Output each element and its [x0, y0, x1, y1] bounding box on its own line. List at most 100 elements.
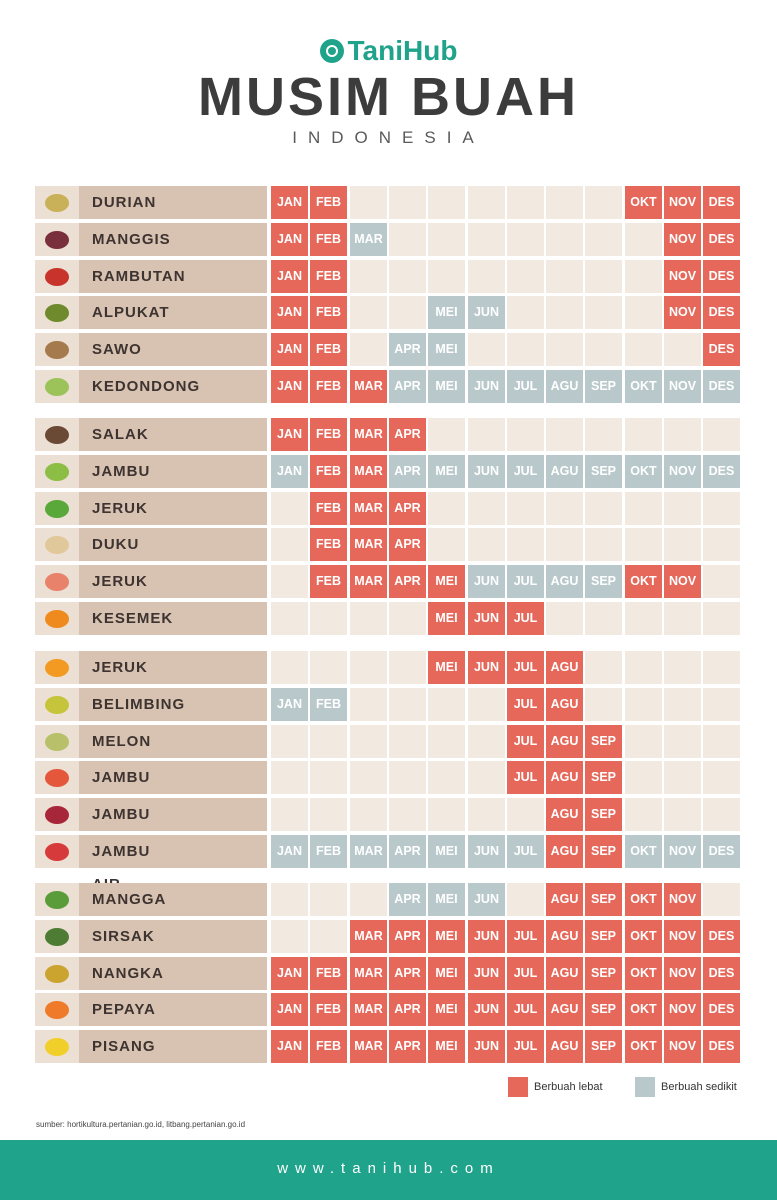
fruit-icon-box	[35, 602, 79, 635]
month-cell-jul: JUL	[507, 688, 544, 721]
water-apple-icon	[45, 842, 69, 861]
month-cell-mar: MAR	[350, 993, 387, 1026]
month-cell-sep: SEP	[585, 370, 622, 403]
month-cell-mei: MEI	[428, 920, 465, 953]
month-cell-mei: MEI	[428, 455, 465, 488]
month-cell-agu	[546, 602, 583, 635]
page-subtitle: INDONESIA	[292, 128, 485, 147]
month-cell-agu	[546, 296, 583, 329]
month-cell-feb: FEB	[310, 186, 347, 219]
month-cell-jul	[507, 528, 544, 561]
month-cell-feb	[310, 798, 347, 831]
month-cell-okt: OKT	[625, 565, 662, 598]
month-cell-okt	[625, 602, 662, 635]
month-cell-jun	[468, 688, 505, 721]
month-cell-jun	[468, 725, 505, 758]
brand-logo: TaniHub	[0, 36, 777, 66]
month-cell-sep: SEP	[585, 761, 622, 794]
fruit-name: MELON	[92, 733, 152, 750]
month-cell-des	[703, 602, 740, 635]
fruit-name: BELIMBING	[92, 696, 186, 713]
month-cell-feb: FEB	[310, 333, 347, 366]
month-cell-agu: AGU	[546, 455, 583, 488]
month-cell-jun: JUN	[468, 920, 505, 953]
month-cell-jun	[468, 528, 505, 561]
fruit-icon-box	[35, 370, 79, 403]
month-cell-jun: JUN	[468, 602, 505, 635]
papaya-icon	[45, 1000, 69, 1019]
month-cell-jan: JAN	[271, 957, 308, 990]
month-cell-jul	[507, 333, 544, 366]
sapodilla-icon	[45, 340, 69, 359]
month-cell-feb: FEB	[310, 370, 347, 403]
month-cell-okt	[625, 651, 662, 684]
month-cell-des: DES	[703, 1030, 740, 1063]
month-cell-agu: AGU	[546, 920, 583, 953]
month-cell-sep	[585, 418, 622, 451]
month-cell-nov: NOV	[664, 223, 701, 256]
month-cell-jun	[468, 223, 505, 256]
month-cell-des	[703, 883, 740, 916]
fruit-name: JERUK MANIS	[92, 659, 148, 709]
month-cell-des: DES	[703, 296, 740, 329]
month-cell-jan: JAN	[271, 296, 308, 329]
month-cell-jun: JUN	[468, 1030, 505, 1063]
month-cell-feb: FEB	[310, 492, 347, 525]
month-cell-jun	[468, 492, 505, 525]
month-cell-sep	[585, 223, 622, 256]
month-cell-mei	[428, 725, 465, 758]
month-cell-des	[703, 798, 740, 831]
month-cell-nov: NOV	[664, 565, 701, 598]
month-cell-okt: OKT	[625, 370, 662, 403]
month-cell-jul: JUL	[507, 1030, 544, 1063]
month-cell-mei	[428, 688, 465, 721]
month-cell-apr	[389, 602, 426, 635]
fruit-icon-box	[35, 993, 79, 1026]
month-cell-des	[703, 725, 740, 758]
month-cell-apr	[389, 798, 426, 831]
month-cell-okt: OKT	[625, 835, 662, 868]
orange-icon	[45, 658, 69, 677]
month-cell-nov	[664, 651, 701, 684]
month-cell-nov	[664, 688, 701, 721]
month-cell-feb: FEB	[310, 835, 347, 868]
month-cell-jul: JUL	[507, 835, 544, 868]
month-cell-okt	[625, 333, 662, 366]
month-cell-mar	[350, 725, 387, 758]
month-cell-agu: AGU	[546, 565, 583, 598]
month-cell-jun	[468, 761, 505, 794]
durian-icon	[45, 193, 69, 212]
month-cell-jun	[468, 418, 505, 451]
month-cell-nov: NOV	[664, 883, 701, 916]
month-cell-mar	[350, 798, 387, 831]
month-cell-okt	[625, 418, 662, 451]
month-cell-des: DES	[703, 223, 740, 256]
month-cell-nov	[664, 492, 701, 525]
month-cell-mei	[428, 223, 465, 256]
fruit-name: JAMBU BIJI	[92, 463, 151, 513]
month-cell-des	[703, 418, 740, 451]
fruit-icon-box	[35, 565, 79, 598]
month-cell-agu: AGU	[546, 725, 583, 758]
month-cell-nov: NOV	[664, 260, 701, 293]
month-cell-nov: NOV	[664, 370, 701, 403]
month-cell-jan: JAN	[271, 186, 308, 219]
month-cell-mei: MEI	[428, 565, 465, 598]
month-cell-apr	[389, 296, 426, 329]
fruit-name: SALAK	[92, 426, 149, 443]
month-cell-mar	[350, 651, 387, 684]
month-cell-agu: AGU	[546, 651, 583, 684]
fruit-name: PEPAYA	[92, 1001, 156, 1018]
month-cell-jan: JAN	[271, 418, 308, 451]
melon-icon	[45, 732, 69, 751]
month-cell-apr	[389, 688, 426, 721]
month-cell-sep	[585, 492, 622, 525]
month-cell-okt	[625, 688, 662, 721]
footer-url[interactable]: www.tanihub.com	[277, 1160, 500, 1177]
month-cell-jan	[271, 725, 308, 758]
fruit-name: PISANG	[92, 1038, 156, 1055]
month-cell-jun: JUN	[468, 455, 505, 488]
fruit-icon-box	[35, 492, 79, 525]
month-cell-nov: NOV	[664, 957, 701, 990]
month-cell-mei	[428, 418, 465, 451]
